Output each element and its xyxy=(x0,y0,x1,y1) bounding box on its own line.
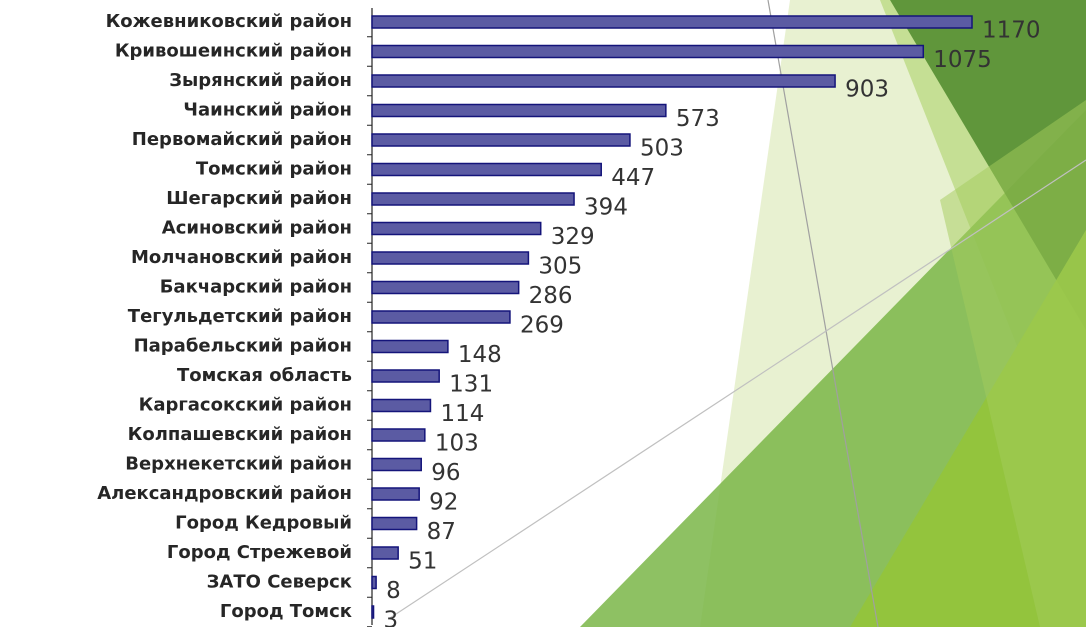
data-label: 1170 xyxy=(982,18,1041,44)
bar xyxy=(371,487,420,501)
data-label: 394 xyxy=(584,195,628,221)
data-label: 92 xyxy=(429,490,458,516)
data-label: 114 xyxy=(440,401,484,427)
category-label: Колпашевский район xyxy=(128,424,352,445)
bar xyxy=(371,103,667,118)
bar xyxy=(371,516,418,531)
bar xyxy=(371,251,530,265)
bar xyxy=(371,133,631,147)
bar xyxy=(371,310,511,324)
background xyxy=(389,0,1086,627)
category-label: Город Томск xyxy=(220,601,352,622)
data-label: 87 xyxy=(427,519,456,545)
bar xyxy=(371,44,925,59)
category-label: Молчановский район xyxy=(131,247,352,268)
bar xyxy=(371,74,836,88)
category-label: Парабельский район xyxy=(134,336,352,357)
category-label: Кожевниковский район xyxy=(106,11,352,32)
data-label: 8 xyxy=(386,578,401,604)
data-label: 1075 xyxy=(933,47,992,73)
data-label: 51 xyxy=(408,549,437,575)
category-label: Зырянский район xyxy=(169,70,352,91)
category-label: Шегарский район xyxy=(166,188,352,209)
bar xyxy=(371,339,449,354)
bar xyxy=(371,605,375,619)
bar xyxy=(371,280,520,295)
bar xyxy=(371,15,973,29)
category-label: Каргасокский район xyxy=(139,395,352,416)
data-label: 131 xyxy=(449,372,493,398)
category-label: Чаинский район xyxy=(183,100,352,121)
bar xyxy=(371,575,377,590)
category-label: Александровский район xyxy=(97,483,352,504)
category-label: Бакчарский район xyxy=(160,277,352,298)
category-label: Город Кедровый xyxy=(175,513,352,534)
data-label: 305 xyxy=(538,254,582,280)
data-label: 447 xyxy=(611,165,655,191)
category-label: Томская область xyxy=(177,365,352,386)
data-label: 96 xyxy=(431,460,460,486)
category-label: ЗАТО Северск xyxy=(207,572,352,593)
category-label: Кривошеинский район xyxy=(115,41,352,62)
category-label: Тегульдетский район xyxy=(128,306,352,327)
data-label: 103 xyxy=(435,431,479,457)
bar xyxy=(371,221,542,236)
data-label: 329 xyxy=(551,224,595,250)
data-label: 903 xyxy=(845,77,889,103)
category-label: Асиновский район xyxy=(162,218,352,239)
data-label: 269 xyxy=(520,313,564,339)
data-label: 3 xyxy=(384,608,399,627)
data-label: 573 xyxy=(676,106,720,132)
bar xyxy=(371,457,422,472)
bar xyxy=(371,398,432,413)
data-label: 503 xyxy=(640,136,684,162)
bar xyxy=(371,428,426,442)
bar xyxy=(371,162,602,177)
data-label: 148 xyxy=(458,342,502,368)
bar xyxy=(371,369,440,383)
data-label: 286 xyxy=(529,283,573,309)
category-label: Верхнекетский район xyxy=(125,454,352,475)
category-label: Город Стрежевой xyxy=(167,542,352,563)
bar xyxy=(371,192,575,206)
category-label: Первомайский район xyxy=(132,129,352,150)
category-label: Томский район xyxy=(196,159,352,180)
bar xyxy=(371,546,399,560)
